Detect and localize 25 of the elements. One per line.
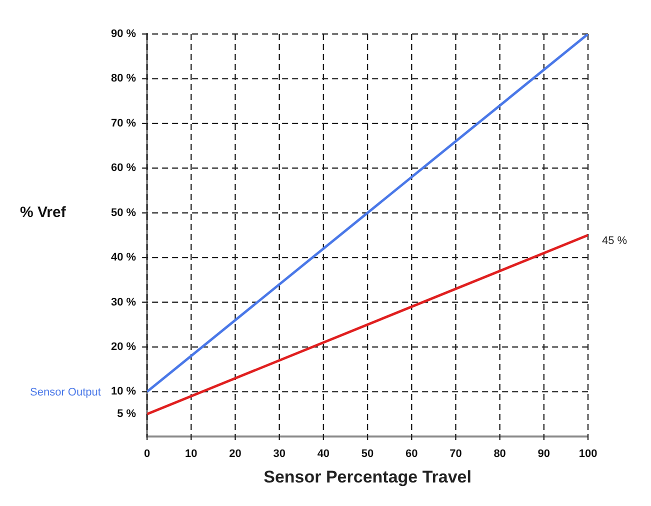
y-axis-title: % Vref: [20, 204, 67, 221]
y-tick-label: 5 %: [117, 408, 136, 420]
x-tick-label: 50: [361, 448, 374, 460]
x-tick-label: 100: [578, 448, 598, 460]
x-tick-label: 90: [538, 448, 550, 460]
y-tick-label: 90 %: [110, 28, 136, 40]
x-tick-label: 10: [185, 448, 198, 460]
x-axis-title: Sensor Percentage Travel: [264, 467, 472, 486]
y-tick-label: 10 %: [110, 386, 136, 398]
text: Sensor Output: [30, 386, 101, 399]
y-tick-label: 50 %: [110, 206, 136, 219]
x-tick-label: 0: [144, 448, 150, 460]
y-tick-label: 80 %: [110, 72, 136, 85]
x-tick-label: 60: [406, 448, 418, 460]
x-tick-label: 20: [229, 448, 242, 460]
y-tick-label: 70 %: [110, 117, 136, 130]
x-tick-label: 80: [494, 448, 506, 460]
x-tick-label: 30: [273, 448, 286, 460]
x-tick-label: 70: [450, 448, 462, 460]
x-tick-label: 40: [317, 448, 330, 460]
y-tick-label: 60 %: [110, 162, 136, 174]
annotation: 45 %: [602, 235, 628, 248]
y-tick-label: 30 %: [110, 296, 136, 308]
y-tick-label: 40 %: [110, 252, 136, 264]
y-tick-label: 20 %: [110, 341, 136, 354]
